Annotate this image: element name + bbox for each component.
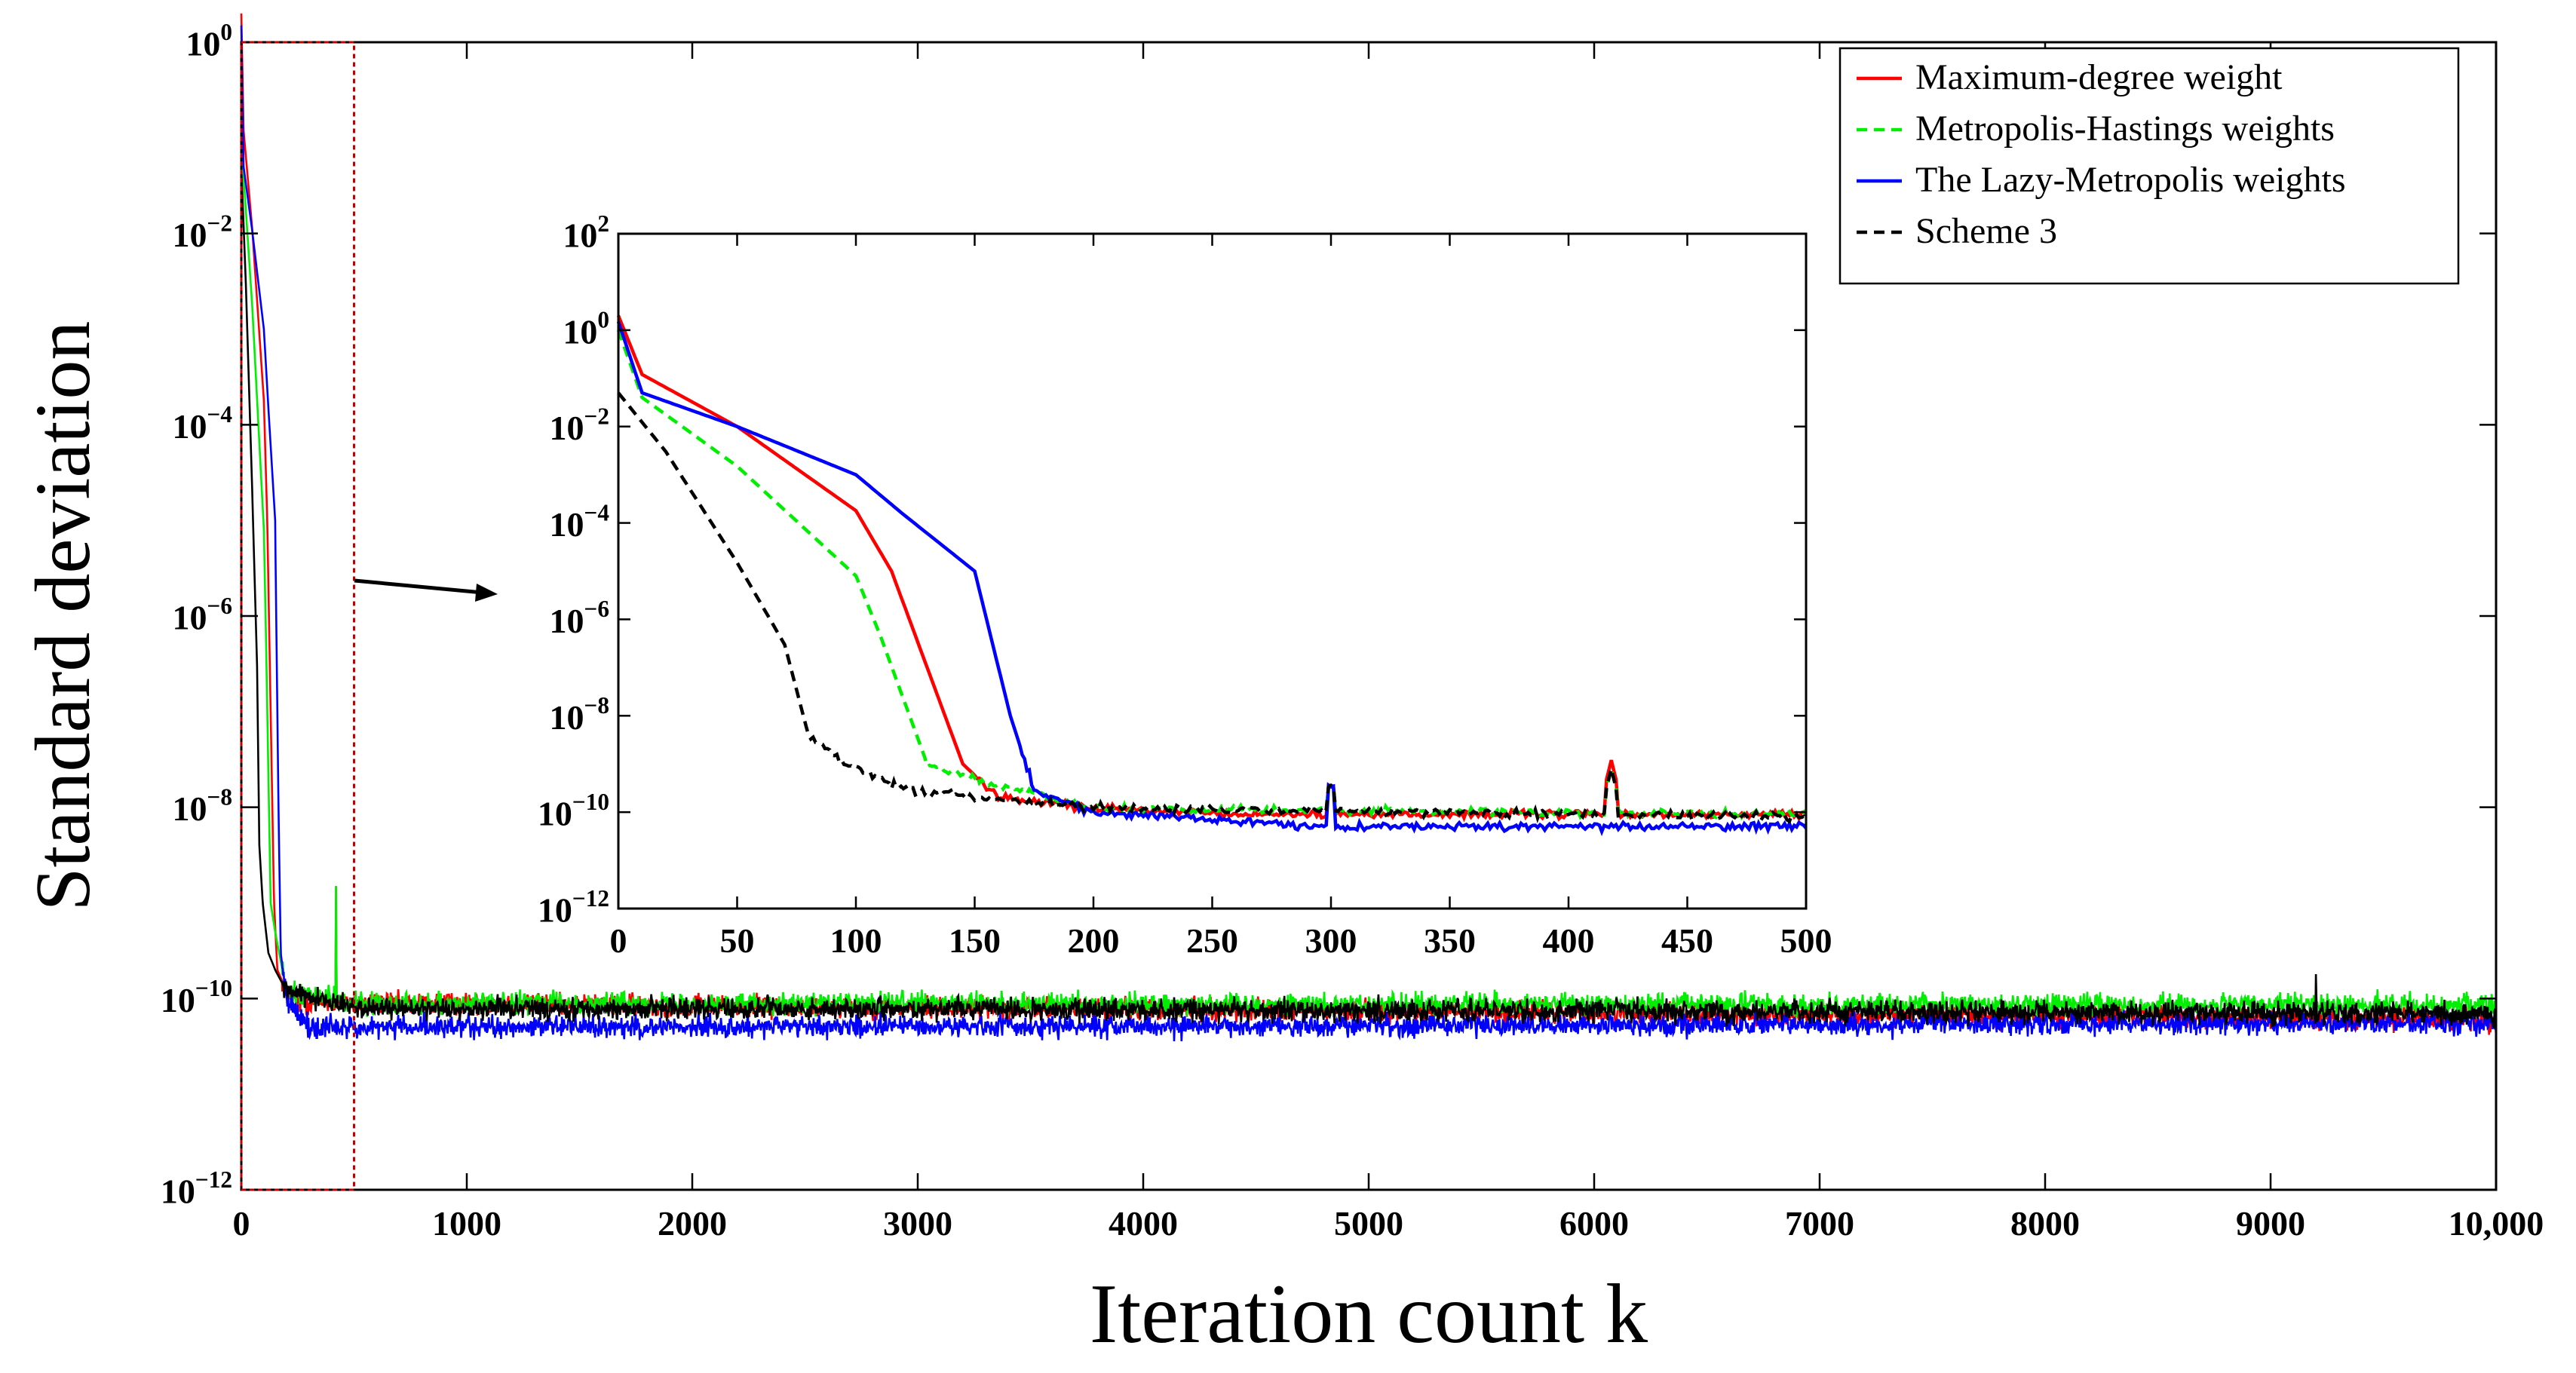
inset-y-tick-label: 10−12 [538, 885, 609, 930]
main-y-tick-label: 10−10 [161, 975, 232, 1019]
main-x-tick-label: 1000 [432, 1204, 501, 1243]
legend-label-the-lazy-metropolis-weights: The Lazy-Metropolis weights [1915, 160, 2346, 200]
main-x-tick-label: 0 [233, 1204, 250, 1243]
main-y-tick-label: 10−8 [173, 783, 232, 828]
main-y-tick-label: 10−4 [173, 401, 233, 446]
inset-series-line-maximum-degree-weight [616, 314, 1808, 823]
main-x-tick-label: 8000 [2010, 1204, 2080, 1243]
main-x-tick-label: 9000 [2236, 1204, 2305, 1243]
inset-y-tick-label: 102 [563, 210, 609, 255]
legend-label-scheme-3: Scheme 3 [1915, 211, 2057, 251]
inset-y-tick-label: 10−4 [550, 499, 610, 544]
main-y-tick-label: 10−12 [161, 1166, 232, 1211]
inset-x-tick-label: 50 [720, 921, 755, 960]
legend-label-metropolis-hastings-weights: Metropolis-Hastings weights [1915, 109, 2335, 149]
inset-x-tick-label: 250 [1186, 921, 1238, 960]
inset-series-line-the-lazy-metropolis-weights [616, 320, 1808, 837]
main-y-ticks: 10−12 10−10 10−8 10−6 10−4 10−2 100 [161, 19, 2496, 1211]
main-x-tick-label: 7000 [1785, 1204, 1854, 1243]
legend-box [1838, 47, 2460, 285]
inset-y-tick-label: 10−10 [538, 789, 609, 833]
zoom-arrow [354, 578, 498, 602]
x-axis-label: Iteration count k [1090, 1267, 1648, 1361]
inset-x-tick-label: 200 [1068, 921, 1120, 960]
main-series-line-scheme-3 [240, 166, 2497, 1031]
inset-x-tick-label: 500 [1780, 921, 1832, 960]
main-series-line-the-lazy-metropolis-weights [240, 25, 2497, 1042]
inset-y-tick-label: 10−6 [550, 596, 609, 640]
y-axis-label: Standard deviation [20, 321, 106, 912]
inset-series-line-scheme-3 [617, 391, 1808, 825]
inset-x-tick-label: 400 [1543, 921, 1595, 960]
inset-x-tick-label: 150 [949, 921, 1001, 960]
legend: Maximum-degree weight Metropolis-Hastings… [1838, 47, 2460, 285]
inset-y-tick-label: 10−8 [550, 692, 609, 737]
inset-series-line-metropolis-hastings-weights [616, 329, 1808, 821]
inset-x-ticks: 0 50 100 150 200 250 300 350 400 450 500 [610, 234, 1832, 960]
inset-y-tick-label: 10−2 [550, 403, 609, 447]
main-y-tick-label: 10−6 [173, 593, 232, 637]
inset-x-tick-label: 350 [1424, 921, 1476, 960]
main-x-tick-label: 4000 [1109, 1204, 1178, 1243]
inset-series-group [616, 314, 1808, 837]
inset-y-tick-label: 100 [563, 307, 609, 351]
main-series-group [240, 13, 2497, 1042]
inset-x-tick-label: 300 [1305, 921, 1357, 960]
main-x-tick-label: 6000 [1559, 1204, 1629, 1243]
legend-label-maximum-degree-weight: Maximum-degree weight [1915, 57, 2283, 97]
main-x-tick-label: 3000 [883, 1204, 952, 1243]
main-y-tick-label: 100 [186, 19, 232, 63]
inset-background [618, 234, 1806, 909]
inset-plot: 0 50 100 150 200 250 300 350 400 450 500 10−1210−1… [538, 210, 1832, 960]
inset-y-ticks: 10−12 10−10 10−8 10−6 10−4 10−2 100 102 [538, 210, 1806, 930]
main-x-tick-label: 10,000 [2449, 1204, 2544, 1243]
main-x-tick-label: 2000 [658, 1204, 727, 1243]
main-plot: 0 1000 2000 3000 4000 5000 6000 7000 8000 9000 10,… [161, 13, 2544, 1243]
main-x-ticks: 0 1000 2000 3000 4000 5000 6000 7000 8000 9000 10,… [233, 42, 2544, 1243]
inset-x-tick-label: 450 [1661, 921, 1713, 960]
main-x-tick-label: 5000 [1334, 1204, 1403, 1243]
main-y-tick-label: 10−2 [173, 210, 232, 254]
inset-x-tick-label: 100 [830, 921, 882, 960]
inset-x-tick-label: 0 [610, 921, 627, 960]
